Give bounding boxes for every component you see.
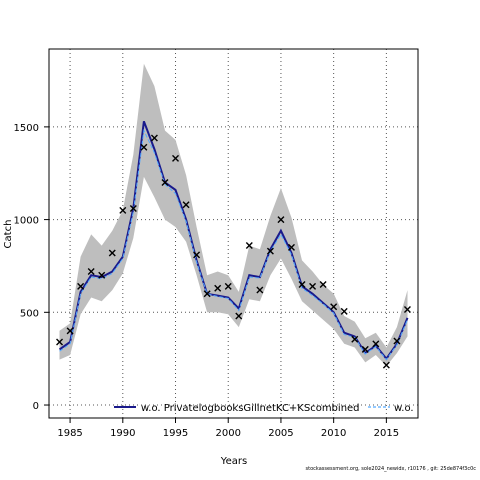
observed-point-2006: [287, 243, 295, 251]
legend: w.o. PrivatelogbooksGillnetKC+KScombined…: [114, 403, 423, 414]
observed-point-stroke-b: [245, 242, 253, 250]
observed-point-stroke-b: [108, 249, 116, 257]
observed-point-1984: [56, 338, 64, 346]
series-lines-layer: [58, 120, 409, 361]
observed-point-stroke-b: [182, 201, 190, 209]
observed-point-stroke-b: [87, 268, 95, 276]
observed-point-stroke-b: [330, 303, 338, 311]
observed-point-1998: [203, 290, 211, 298]
legend-label-2: w.o. F: [394, 403, 423, 414]
observed-point-stroke-b: [66, 327, 74, 335]
observed-point-stroke-b: [287, 243, 295, 251]
observed-point-stroke-b: [266, 247, 274, 255]
y-axis-title: Catch: [3, 220, 14, 249]
x-tick-label-1990: 1990: [110, 428, 135, 439]
observed-point-stroke-b: [172, 154, 180, 162]
observed-point-1988: [98, 271, 106, 279]
observed-point-1999: [214, 284, 222, 292]
observed-point-2008: [309, 282, 317, 290]
observed-point-1992: [140, 143, 148, 151]
plot-frame: [48, 48, 419, 419]
observed-point-stroke-b: [56, 338, 64, 346]
series-line-1: [58, 120, 409, 361]
observed-point-1989: [108, 249, 116, 257]
grid-lines: [49, 49, 418, 418]
observed-point-2016: [393, 337, 401, 345]
observed-point-stroke-b: [214, 284, 222, 292]
confidence-band: [59, 63, 408, 367]
observed-point-stroke-b: [361, 345, 369, 353]
observed-point-stroke-b: [140, 143, 148, 151]
observed-point-stroke-b: [224, 282, 232, 290]
x-tick-label-1995: 1995: [163, 428, 188, 439]
series-line-2: [59, 128, 408, 361]
observed-point-stroke-b: [161, 179, 169, 187]
observed-point-stroke-b: [403, 306, 411, 314]
observed-markers-layer: [56, 134, 411, 369]
observed-point-1990: [119, 206, 127, 214]
observed-point-2012: [351, 335, 359, 343]
observed-point-stroke-b: [77, 282, 85, 290]
observed-point-2001: [235, 312, 243, 320]
observed-point-2004: [266, 247, 274, 255]
observed-point-2013: [361, 345, 369, 353]
observed-point-2010: [330, 303, 338, 311]
observed-point-1985: [66, 327, 74, 335]
observed-point-2003: [256, 286, 264, 294]
x-tick-label-2015: 2015: [374, 428, 399, 439]
observed-point-1987: [87, 268, 95, 276]
observed-point-1986: [77, 282, 85, 290]
observed-point-stroke-b: [351, 335, 359, 343]
observed-point-stroke-b: [372, 340, 380, 348]
observed-point-1993: [150, 134, 158, 142]
observed-point-stroke-b: [235, 312, 243, 320]
x-tick-label-2000: 2000: [216, 428, 241, 439]
x-tick-label-2005: 2005: [268, 428, 293, 439]
observed-point-stroke-b: [193, 251, 201, 259]
observed-point-1996: [182, 201, 190, 209]
observed-point-stroke-b: [98, 271, 106, 279]
y-tick-label-1000: 1000: [14, 216, 39, 227]
observed-point-stroke-b: [340, 307, 348, 315]
observed-point-2015: [382, 361, 390, 369]
observed-point-2009: [319, 280, 327, 288]
footer-credit: stockassessment.org, sole2024_newidx, r1…: [305, 466, 476, 472]
legend-items: w.o. PrivatelogbooksGillnetKC+KScombined…: [114, 403, 423, 414]
observed-point-stroke-b: [129, 204, 137, 212]
observed-point-stroke-b: [309, 282, 317, 290]
x-tick-label-1985: 1985: [57, 428, 82, 439]
observed-point-2007: [298, 280, 306, 288]
observed-point-stroke-b: [393, 337, 401, 345]
observed-point-1995: [172, 154, 180, 162]
observed-point-stroke-b: [203, 290, 211, 298]
x-axis-title: Years: [220, 456, 247, 467]
observed-point-stroke-b: [382, 361, 390, 369]
y-tick-label-500: 500: [20, 308, 39, 319]
observed-point-2017: [403, 306, 411, 314]
y-tick-label-0: 0: [33, 401, 39, 412]
axes: 1985 1990 1995 2000 2005 2010 2015 0 500 1000 1500: [14, 48, 419, 439]
confidence-band-layer: [59, 63, 408, 367]
observed-point-stroke-b: [256, 286, 264, 294]
legend-label-1: w.o. PrivatelogbooksGillnetKC+KScombined: [141, 403, 360, 414]
observed-point-2000: [224, 282, 232, 290]
observed-point-stroke-b: [119, 206, 127, 214]
observed-point-1997: [193, 251, 201, 259]
observed-point-2011: [340, 307, 348, 315]
y-tick-label-1500: 1500: [14, 123, 39, 134]
observed-point-stroke-b: [150, 134, 158, 142]
x-tick-label-2010: 2010: [321, 428, 346, 439]
observed-point-stroke-b: [319, 280, 327, 288]
observed-point-1991: [129, 204, 137, 212]
observed-point-2014: [372, 340, 380, 348]
observed-point-2002: [245, 242, 253, 250]
observed-point-stroke-b: [277, 216, 285, 224]
observed-point-stroke-b: [298, 280, 306, 288]
observed-point-1994: [161, 179, 169, 187]
observed-point-2005: [277, 216, 285, 224]
